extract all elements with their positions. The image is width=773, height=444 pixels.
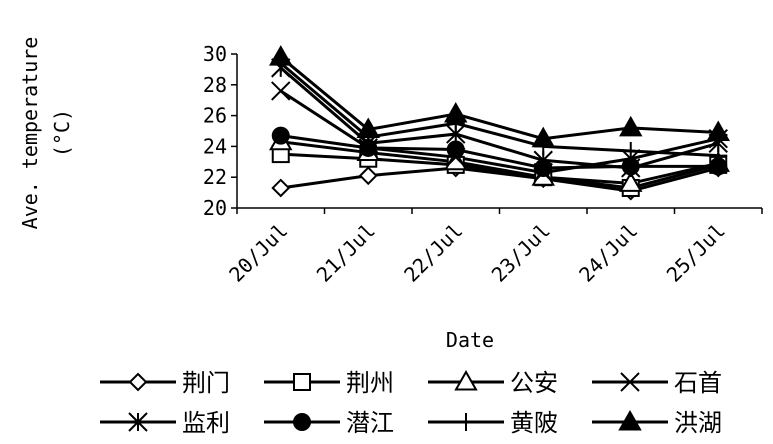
y-axis-unit: (°C)	[50, 109, 74, 157]
y-tick-label: 30	[203, 42, 227, 66]
x-axis-title: Date	[446, 328, 494, 352]
y-tick-label: 24	[203, 134, 227, 158]
data-point	[271, 81, 291, 101]
legend-marker	[293, 413, 311, 431]
legend-label: 潜江	[346, 409, 394, 437]
series-line	[279, 89, 719, 175]
legend-label: 黄陂	[510, 409, 558, 437]
legend-item: 潜江	[264, 409, 394, 437]
legend-marker	[454, 369, 478, 391]
series-line	[279, 55, 719, 141]
legend-label: 洪湖	[674, 409, 722, 437]
data-point	[621, 157, 640, 176]
y-axis-title: Ave. temperature	[18, 37, 42, 230]
series-line	[280, 134, 719, 170]
x-tick-label: 25/Jul	[662, 219, 730, 287]
x-tick-label: 23/Jul	[487, 219, 555, 287]
legend-marker	[128, 372, 148, 392]
legend-label: 荆州	[346, 369, 394, 397]
legend-item: 荆州	[264, 369, 394, 397]
legend-item: 石首	[592, 369, 722, 397]
legend-marker	[618, 409, 642, 431]
legend-label: 公安	[510, 369, 558, 397]
data-point	[271, 178, 291, 198]
data-point	[444, 149, 468, 171]
data-point	[271, 126, 290, 145]
x-tick-label: 21/Jul	[312, 219, 380, 287]
legend-item: 洪湖	[592, 409, 722, 437]
legend-marker	[620, 372, 640, 392]
legend-item: 黄陂	[428, 409, 558, 437]
series-line	[280, 140, 719, 185]
series-line	[280, 152, 719, 190]
data-point	[531, 126, 555, 148]
data-point	[619, 115, 643, 137]
legend-marker	[457, 413, 475, 431]
data-point	[444, 102, 468, 123]
legend-label: 石首	[674, 369, 722, 397]
data-point	[709, 146, 728, 165]
legend-marker	[293, 373, 311, 391]
series-line	[280, 166, 719, 193]
legend-label: 监利	[182, 409, 230, 437]
data-point	[356, 117, 380, 138]
y-tick-label: 20	[203, 196, 227, 220]
y-tick-label: 28	[203, 73, 227, 97]
legend-item: 公安	[428, 369, 558, 397]
data-point	[706, 120, 730, 142]
data-point	[621, 142, 640, 161]
y-tick-label: 26	[203, 104, 227, 128]
data-point	[446, 140, 465, 159]
x-tick-label: 20/Jul	[224, 219, 292, 287]
data-point	[534, 158, 553, 177]
legend-item: 荆门	[100, 369, 230, 397]
x-tick-label: 24/Jul	[574, 219, 642, 287]
x-tick-label: 22/Jul	[399, 219, 467, 287]
y-tick-label: 22	[203, 165, 227, 189]
legend-label: 荆门	[182, 369, 230, 397]
data-point	[619, 171, 643, 192]
series-line	[279, 62, 719, 158]
legend-marker	[128, 412, 148, 432]
legend-item: 监利	[100, 409, 230, 437]
data-point	[358, 166, 378, 186]
series-line	[279, 66, 719, 170]
data-point	[269, 45, 293, 66]
